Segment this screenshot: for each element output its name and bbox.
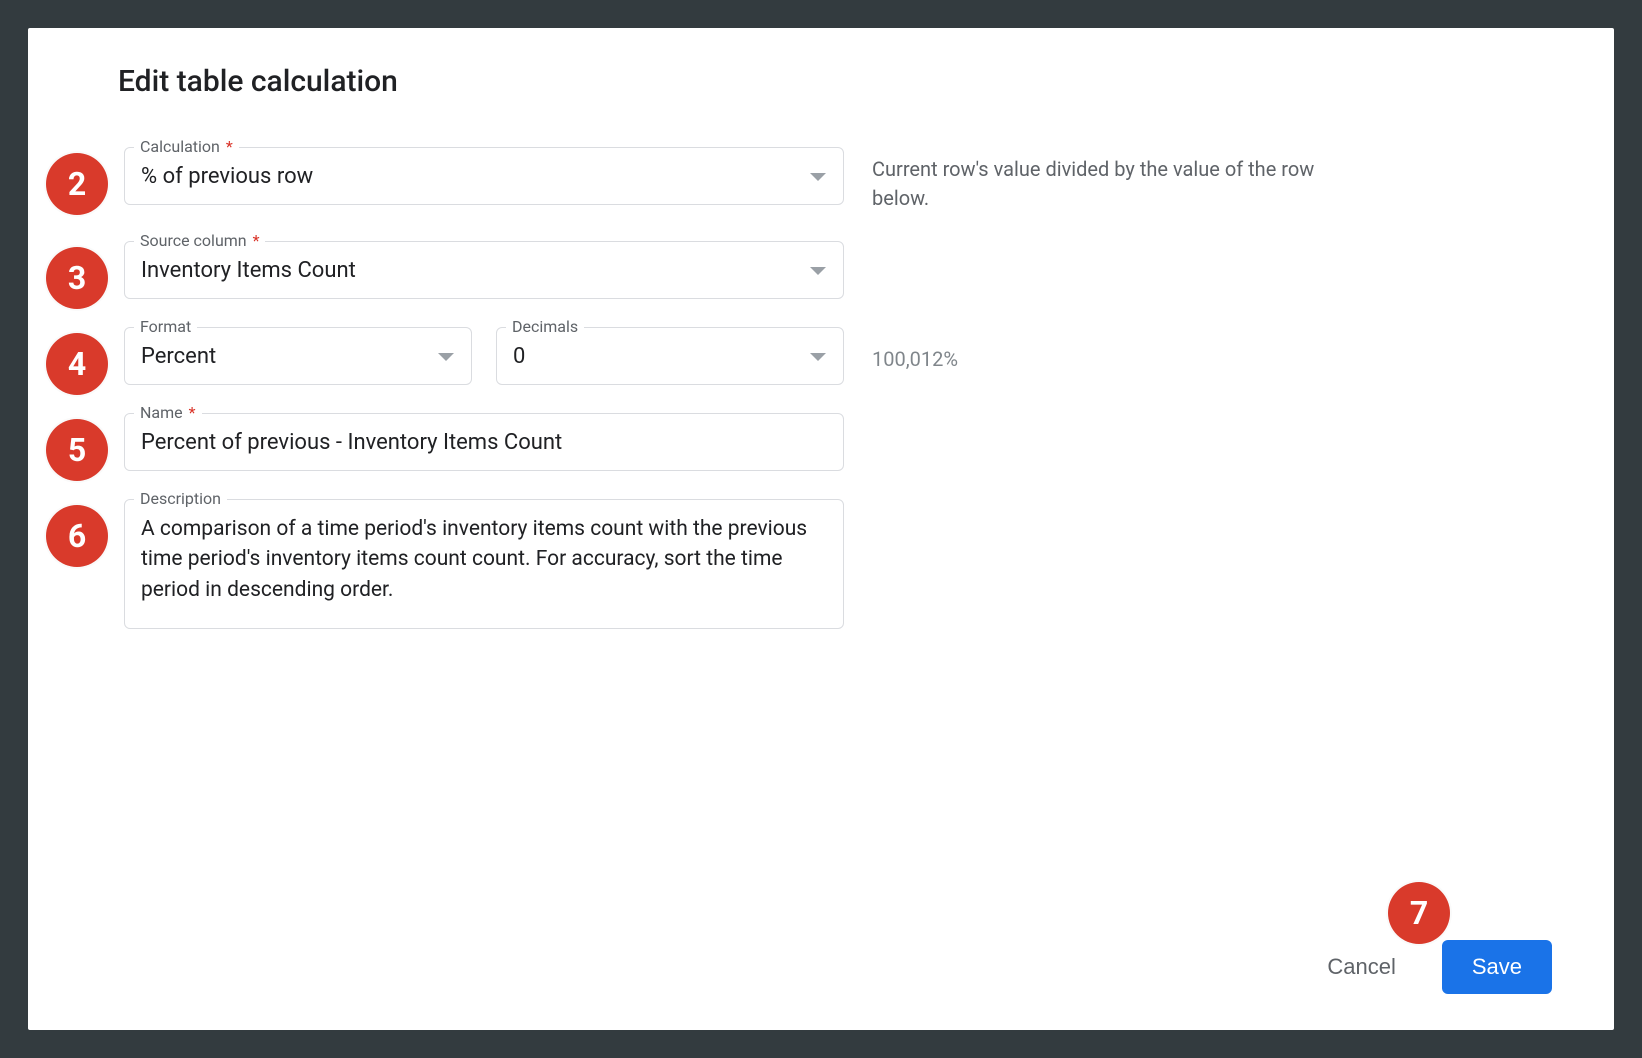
row-calculation: 2 Calculation * % of previous row Curren… [124,147,1558,213]
decimals-value: 0 [513,343,525,372]
row-format-decimals: 4 Format Percent Decimals 0 [124,327,1558,385]
format-field: Format Percent [124,327,472,385]
description-value: A comparison of a time period's inventor… [141,514,827,605]
label-text: Description [140,489,221,508]
row-name: 5 Name * Percent of previous - Inventory… [124,413,1558,471]
annotation-2: 2 [46,153,108,215]
description-label: Description [134,489,227,508]
annotation-badge: 3 [46,247,108,309]
label-text: Decimals [512,317,578,336]
format-sample: 100,012% [844,327,958,374]
annotation-badge: 2 [46,153,108,215]
label-text: Source column [140,231,247,250]
label-text: Calculation [140,137,220,156]
label-text: Name [140,403,183,422]
name-field: Name * Percent of previous - Inventory I… [124,413,844,471]
format-label: Format [134,317,197,336]
description-field: Description A comparison of a time perio… [124,499,844,629]
row-description: 6 Description A comparison of a time per… [124,499,1558,629]
row-source-column: 3 Source column * Inventory Items Count [124,241,1558,299]
cancel-button[interactable]: Cancel [1321,944,1401,990]
source-column-label: Source column * [134,231,265,250]
format-value: Percent [141,343,216,372]
calculation-label: Calculation * [134,137,239,156]
decimals-field: Decimals 0 [496,327,844,385]
required-mark: * [189,403,196,422]
chevron-down-icon [809,265,827,277]
annotation-badge: 7 [1388,882,1450,944]
required-mark: * [226,137,233,156]
annotation-badge: 6 [46,505,108,567]
calculation-value: % of previous row [141,163,313,192]
source-column-value: Inventory Items Count [141,257,356,286]
dialog-footer: 7 Cancel Save [124,930,1558,994]
form-body: 2 Calculation * % of previous row Curren… [124,147,1558,930]
description-input[interactable]: A comparison of a time period's inventor… [124,499,844,629]
decimals-label: Decimals [506,317,584,336]
annotation-5: 5 [46,419,108,481]
calculation-field: Calculation * % of previous row [124,147,844,205]
source-column-field: Source column * Inventory Items Count [124,241,844,299]
annotation-badge: 4 [46,333,108,395]
annotation-7: 7 [1388,882,1450,944]
annotation-badge: 5 [46,419,108,481]
chevron-down-icon [809,351,827,363]
name-value: Percent of previous - Inventory Items Co… [141,429,562,458]
name-label: Name * [134,403,202,422]
chevron-down-icon [809,171,827,183]
required-mark: * [253,231,260,250]
name-input[interactable]: Percent of previous - Inventory Items Co… [124,413,844,471]
chevron-down-icon [437,351,455,363]
annotation-3: 3 [46,247,108,309]
edit-table-calculation-dialog: Edit table calculation 2 Calculation * %… [28,28,1614,1030]
dialog-title: Edit table calculation [118,64,1558,99]
annotation-4: 4 [46,333,108,395]
label-text: Format [140,317,191,336]
save-button[interactable]: Save [1442,940,1552,994]
calculation-helper: Current row's value divided by the value… [844,147,1324,213]
annotation-6: 6 [46,505,108,567]
